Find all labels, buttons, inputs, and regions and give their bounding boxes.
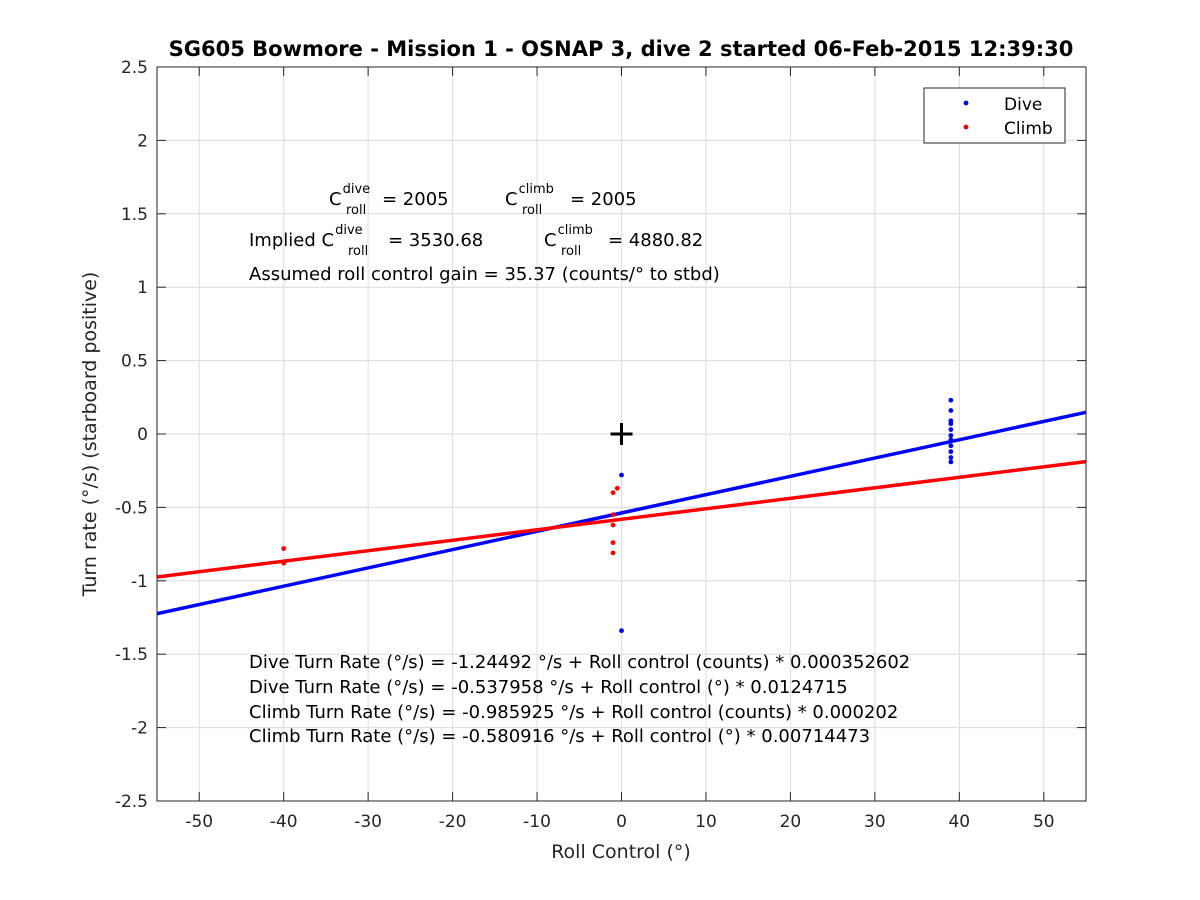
y-axis-label: Turn rate (°/s) (starboard positive) <box>79 272 101 598</box>
x-tick-label: -20 <box>439 812 467 832</box>
climb-point <box>281 546 287 551</box>
y-tick-label: -0.5 <box>115 498 148 518</box>
x-tick-label: 50 <box>1033 812 1055 832</box>
dive-point <box>948 408 954 413</box>
dive-point <box>948 443 954 449</box>
x-tick-label: -10 <box>523 812 551 832</box>
y-tick-label: 1.5 <box>121 205 148 225</box>
climb-fit-line <box>156 459 1087 579</box>
climb-point <box>610 522 616 528</box>
dive-point <box>948 397 954 403</box>
y-tick-label: 2.5 <box>121 58 148 78</box>
legend-box <box>923 87 1066 144</box>
gain-annotation: Assumed roll control gain = 35.37 (count… <box>249 264 720 285</box>
legend-climb-label: Climb <box>1004 119 1053 139</box>
legend-climb-marker <box>963 124 969 130</box>
chart-title: SG605 Bowmore - Mission 1 - OSNAP 3, div… <box>169 37 1074 61</box>
x-tick-label: 40 <box>948 812 970 832</box>
implied-climb-value: = 4880.82 <box>608 230 703 251</box>
dive-fit-line <box>156 410 1087 616</box>
climb-point <box>610 550 616 556</box>
equation-line: Climb Turn Rate (°/s) = -0.985925 °/s + … <box>249 702 898 723</box>
legend-dive-marker <box>963 100 969 106</box>
c-roll-annotation: Cdive roll = 2005 Cclimb roll = 2005 Impli… <box>249 182 720 285</box>
climb-point <box>610 540 616 546</box>
x-tick-label: -30 <box>354 812 382 832</box>
c-roll-dive-label: Cdive roll <box>329 182 370 218</box>
dive-point <box>948 433 954 438</box>
implied-dive-value: = 3530.68 <box>388 230 483 251</box>
legend-dive-label: Dive <box>1004 95 1042 115</box>
x-axis-label: Roll Control (°) <box>551 841 691 863</box>
dive-point <box>948 449 954 455</box>
c-roll-climb-value: = 2005 <box>570 189 637 210</box>
equation-line: Dive Turn Rate (°/s) = -1.24492 °/s + Ro… <box>249 652 910 673</box>
legend: Dive Climb <box>923 87 1066 144</box>
dive-point <box>948 459 954 465</box>
x-tick-label: 10 <box>695 812 717 832</box>
equation-line: Dive Turn Rate (°/s) = -0.537958 °/s + R… <box>249 677 848 698</box>
climb-point <box>610 490 616 496</box>
x-tick-label: 20 <box>780 812 802 832</box>
climb-point <box>281 560 287 566</box>
y-tick-label: -1 <box>131 572 148 592</box>
fit-lines-layer <box>156 410 1087 616</box>
y-tick-label: 0 <box>137 425 148 445</box>
y-tick-label: 1 <box>137 278 148 298</box>
dive-point <box>948 437 954 443</box>
dive-point <box>948 427 954 432</box>
equation-annotations: Dive Turn Rate (°/s) = -1.24492 °/s + Ro… <box>249 652 910 747</box>
implied-climb-label: Cclimb roll <box>544 223 593 259</box>
y-tick-label: -1.5 <box>115 645 148 665</box>
y-tick-label: 2 <box>137 131 148 151</box>
origin-marker-layer <box>610 423 633 445</box>
c-roll-climb-label: Cclimb roll <box>505 182 554 218</box>
data-points-layer <box>281 397 954 634</box>
climb-point <box>614 485 620 491</box>
y-tick-label: 0.5 <box>121 352 148 372</box>
dive-point <box>619 628 624 634</box>
implied-dive-label: Implied Cdive roll <box>249 223 368 259</box>
c-roll-dive-value: = 2005 <box>382 189 449 210</box>
x-tick-labels: -50 -40 -30 -20 -10 0 10 20 30 40 50 <box>185 67 1055 832</box>
x-tick-label: -40 <box>270 812 298 832</box>
dive-point <box>948 455 954 460</box>
dive-point <box>619 472 624 478</box>
y-tick-label: -2.5 <box>115 792 148 812</box>
y-tick-labels: -2.5 -2 -1.5 -1 -0.5 0 0.5 1 1.5 2 2.5 <box>115 58 1086 812</box>
dive-point <box>948 421 954 427</box>
x-tick-label: 30 <box>864 812 886 832</box>
x-tick-label: -50 <box>185 812 213 832</box>
y-tick-label: -2 <box>131 719 148 739</box>
x-tick-label: 0 <box>616 812 627 832</box>
climb-point <box>610 512 616 518</box>
equation-line: Climb Turn Rate (°/s) = -0.580916 °/s + … <box>249 726 870 747</box>
